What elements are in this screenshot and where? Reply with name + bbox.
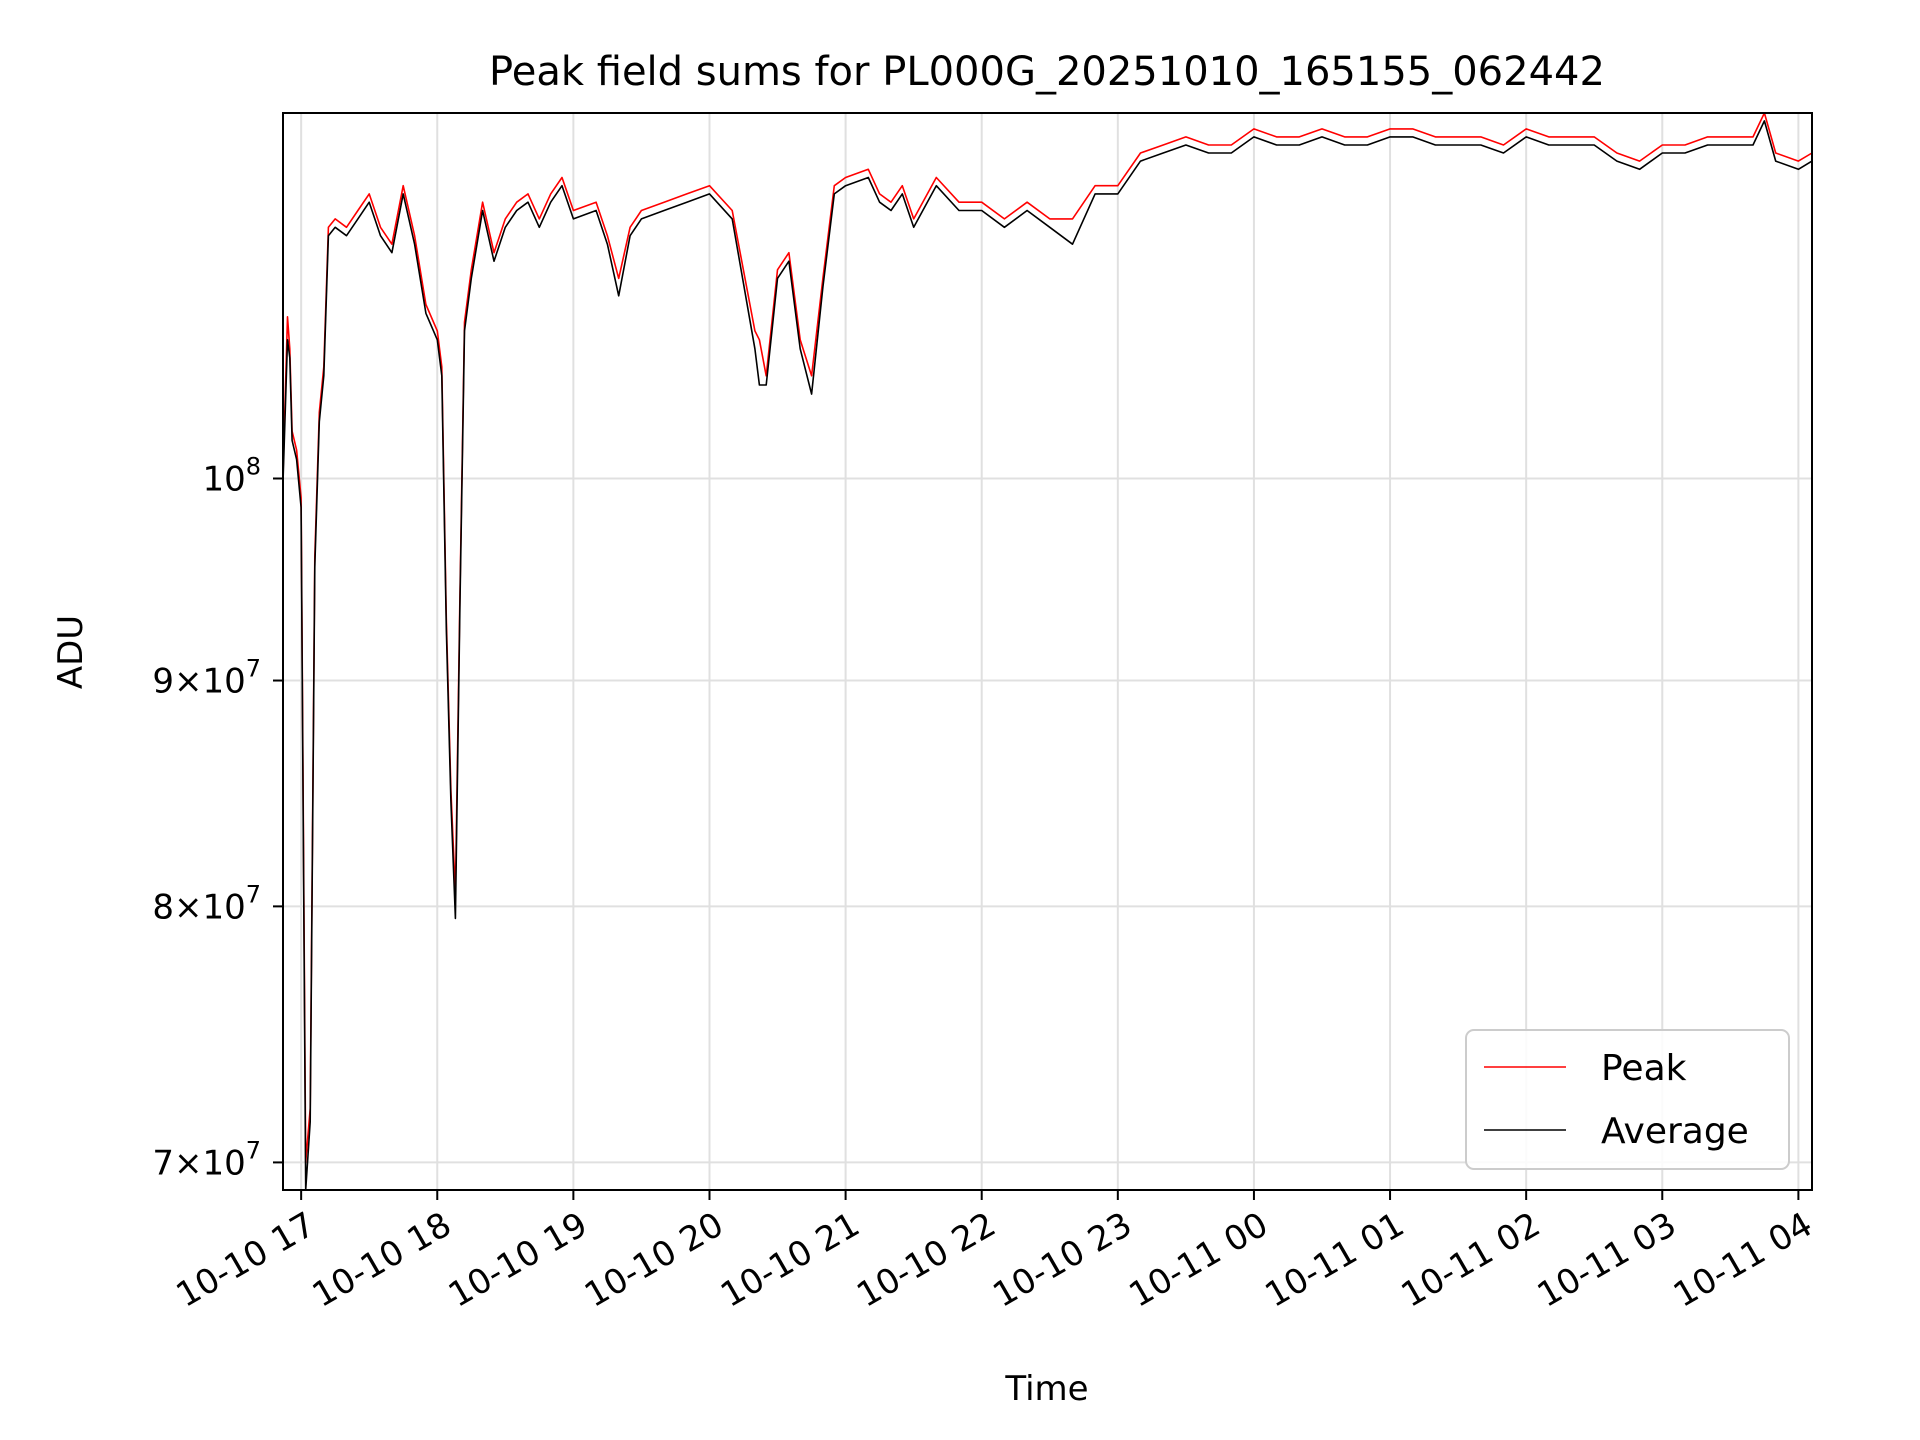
series-lines	[282, 112, 1813, 1191]
y-axis-label: ADU	[51, 615, 91, 689]
legend-box	[1465, 1029, 1790, 1170]
y-tick-label: 108	[202, 453, 261, 500]
x-axis-label: Time	[1004, 1369, 1088, 1409]
chart-title: Peak field sums for PL000G_20251010_1651…	[489, 49, 1605, 95]
axes-frame	[282, 112, 1813, 1191]
y-tick-label: 9×107	[152, 655, 261, 702]
legend: Peak Average	[1465, 1029, 1790, 1170]
grid	[283, 113, 1812, 1190]
legend-average-label: Average	[1601, 1111, 1749, 1152]
series-line-peak	[282, 112, 1813, 1164]
y-tick-label: 8×107	[152, 880, 261, 927]
legend-peak-label: Peak	[1601, 1048, 1687, 1089]
series-line-average	[282, 120, 1813, 1191]
y-tick-label: 7×107	[152, 1136, 261, 1183]
y-axis-ticks: 7×107 8×107 9×107 108	[152, 453, 283, 1183]
